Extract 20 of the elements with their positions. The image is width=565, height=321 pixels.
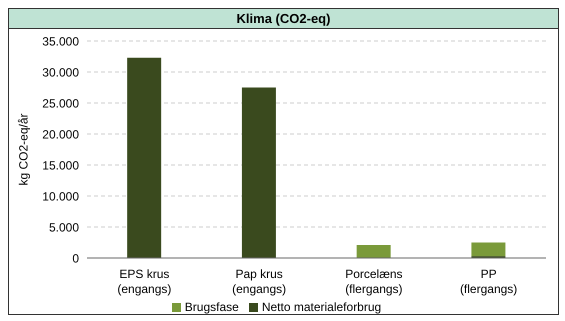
x-tick-label: Porcelæns (flergangs): [345, 267, 403, 296]
y-tick-label: 10.000: [42, 189, 80, 204]
y-tick-label: 20.000: [42, 127, 80, 142]
bar: [471, 242, 506, 256]
x-tick-label: Pap krus (engangs): [232, 267, 286, 296]
y-tick-label: 35.000: [42, 34, 80, 48]
y-tick-label: 25.000: [42, 96, 80, 110]
x-tick-label: PP (flergangs): [460, 267, 518, 296]
legend-label: Netto materialeforbrug: [262, 300, 382, 314]
bar: [127, 58, 162, 258]
legend-label: Brugsfase: [184, 300, 239, 314]
x-tick-label: EPS krus (engangs): [117, 267, 172, 296]
bar: [242, 88, 276, 258]
y-tick-label: 30.000: [42, 65, 80, 80]
y-tick-label: 15.000: [42, 158, 80, 172]
y-tick-label: 0: [72, 251, 80, 266]
y-tick-label: 5.000: [48, 220, 80, 234]
y-axis-title: kg CO2-eq/år: [16, 113, 30, 186]
bar: [356, 244, 391, 258]
chart-title: Klima (CO2-eq): [9, 9, 558, 29]
